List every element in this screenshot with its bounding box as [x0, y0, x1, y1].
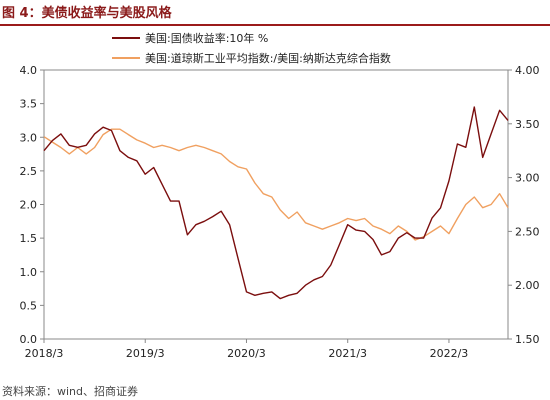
x-tick-label: 2019/3	[126, 347, 165, 360]
x-tick-label: 2020/3	[227, 347, 266, 360]
source-note: 资料来源：wind、招商证券	[2, 385, 139, 398]
y-right-tick-label: 3.00	[515, 172, 540, 185]
series-line	[43, 106, 509, 300]
line-chart: 0.0 0.5 1.0 1.5 2.0 2.5 3.0 3.5 4.0 1.50 2.00 2.50 3…	[20, 31, 540, 360]
y-left-tick-label: 3.5	[20, 98, 38, 111]
x-tick-label: 2021/3	[328, 347, 367, 360]
chart-lines	[43, 106, 509, 300]
y-left-tick-label: 0.0	[20, 333, 38, 346]
y-left-tick-label: 2.0	[20, 199, 38, 212]
y-left-tick-label: 2.5	[20, 165, 38, 178]
chart-axes: 0.0 0.5 1.0 1.5 2.0 2.5 3.0 3.5 4.0 1.50 2.00 2.50 3…	[20, 64, 540, 360]
y-right-tick-label: 3.50	[515, 118, 540, 131]
x-tick-label: 2022/3	[430, 347, 469, 360]
legend-label: 美国:道琼斯工业平均指数:/美国:纳斯达克综合指数	[145, 51, 391, 65]
y-right-tick-label: 2.00	[515, 279, 540, 292]
figure-title: 图 4：美债收益率与美股风格	[2, 6, 172, 21]
y-left-tick-label: 3.0	[20, 131, 38, 144]
y-right-tick-label: 1.50	[515, 333, 540, 346]
y-left-tick-label: 1.0	[20, 266, 38, 279]
legend-label: 美国:国债收益率:10年 %	[145, 31, 268, 45]
y-right-tick-label: 4.00	[515, 64, 540, 77]
y-right-tick-label: 2.50	[515, 225, 540, 238]
y-left-tick-label: 0.5	[20, 299, 38, 312]
series-line	[43, 128, 509, 241]
title-underline	[0, 24, 550, 26]
x-tick-label: 2018/3	[25, 347, 64, 360]
y-left-tick-label: 4.0	[20, 64, 38, 77]
y-left-tick-label: 1.5	[20, 232, 38, 245]
chart-legend: 美国:国债收益率:10年 % 美国:道琼斯工业平均指数:/美国:纳斯达克综合指数	[112, 31, 391, 65]
